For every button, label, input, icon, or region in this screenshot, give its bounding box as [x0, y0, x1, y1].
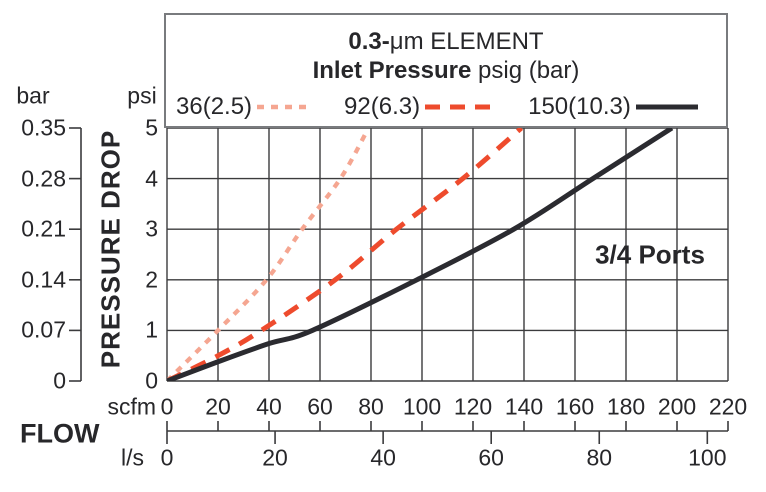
psi-tick-label: 3 [145, 215, 158, 242]
scfm-tick-label: 100 [402, 393, 442, 420]
series-curve-150 [167, 128, 674, 381]
psi-tick-label: 0 [145, 367, 158, 394]
scfm-tick-label: 220 [708, 393, 748, 420]
chart-title: 0.3-μm ELEMENT [166, 28, 726, 56]
scfm-tick-label: 160 [555, 393, 595, 420]
series-curve-36 [167, 132, 368, 381]
flow-axis-title: FLOW [20, 418, 100, 449]
bar-tick-label: 0.14 [21, 266, 66, 293]
legend-box: 0.3-μm ELEMENT Inlet Pressure psig (bar)… [164, 13, 728, 128]
scfm-tick-label: 180 [606, 393, 646, 420]
ls-tick-label: 40 [370, 444, 396, 471]
ls-tick-label: 100 [688, 444, 727, 471]
ls-tick-label: 60 [478, 444, 504, 471]
psi-tick-label: 4 [145, 165, 158, 192]
scfm-tick-label: 20 [205, 393, 231, 420]
legend-label-150: 150(10.3) [528, 93, 631, 120]
bar-tick-label: 0 [53, 367, 66, 394]
legend-row: 36(2.5) 92(6.3) 150(10.3) [176, 93, 722, 121]
legend-label-36: 36(2.5) [176, 93, 253, 120]
legend-line-dotted-icon [257, 104, 308, 110]
legend-label-92: 92(6.3) [344, 93, 421, 120]
chart-subtitle-rest: psig (bar) [471, 57, 580, 84]
legend-entry-92: 92(6.3) [344, 93, 492, 121]
legend-line-solid-icon [635, 104, 698, 110]
scfm-tick-label: 60 [307, 393, 333, 420]
bar-unit-label: bar [16, 82, 50, 109]
series-curve-92 [167, 128, 524, 381]
psi-tick-label: 2 [145, 266, 158, 293]
scfm-unit-label: scfm [107, 393, 156, 420]
psi-tick-label: 1 [145, 316, 158, 343]
bar-tick-label: 0.21 [21, 215, 66, 242]
scfm-tick-label: 120 [453, 393, 493, 420]
ls-tick-label: 0 [160, 444, 174, 471]
scfm-tick-label: 40 [256, 393, 282, 420]
chart-subtitle-bold: Inlet Pressure [312, 57, 472, 84]
scfm-tick-label: 0 [160, 393, 174, 420]
bar-tick-label: 0.35 [21, 114, 66, 141]
legend-entry-150: 150(10.3) [528, 93, 698, 121]
psi-unit-label: psi [127, 82, 157, 109]
ports-annotation: 3/4 Ports [595, 239, 705, 270]
legend-entry-36: 36(2.5) [176, 93, 308, 121]
bar-tick-label: 0.28 [21, 165, 66, 192]
legend-line-dashed-icon [425, 104, 492, 110]
ls-tick-label: 20 [262, 444, 288, 471]
ls-unit-label: l/s [121, 444, 144, 471]
psi-tick-label: 5 [145, 114, 158, 141]
chart-title-rest: μm ELEMENT [389, 28, 544, 55]
chart-subtitle: Inlet Pressure psig (bar) [166, 57, 726, 85]
chart-title-bold: 0.3- [348, 28, 390, 55]
scfm-tick-label: 200 [657, 393, 697, 420]
scfm-tick-label: 140 [504, 393, 544, 420]
ls-tick-label: 80 [586, 444, 613, 471]
scfm-tick-label: 80 [358, 393, 384, 420]
bar-tick-label: 0.07 [21, 316, 66, 343]
